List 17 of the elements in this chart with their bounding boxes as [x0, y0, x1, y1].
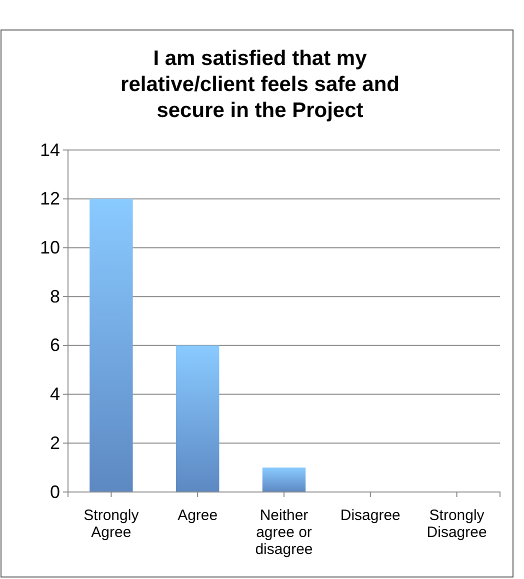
y-tick-label: 10 [40, 237, 60, 258]
x-tick-label: Agree [178, 507, 218, 524]
x-tick-label: Strongly Disagree [426, 507, 487, 541]
y-tick-label: 12 [40, 188, 60, 209]
x-tick-label: Disagree [340, 507, 400, 524]
y-tick-label: 6 [50, 335, 60, 356]
bar [90, 198, 133, 492]
y-tick-label: 0 [50, 482, 60, 502]
x-tick-label: Strongly Agree [84, 507, 140, 541]
x-tick-label: Neither agree or disagree [255, 507, 313, 558]
y-tick-label: 14 [40, 140, 60, 160]
y-tick-label: 2 [50, 432, 60, 453]
y-tick-label: 8 [50, 286, 60, 306]
y-tick-label: 4 [50, 384, 60, 404]
chart-title: I am satisfied that my relative/client feels safe and secure in the Project [120, 47, 400, 122]
bar [176, 345, 220, 492]
bar [262, 468, 306, 492]
